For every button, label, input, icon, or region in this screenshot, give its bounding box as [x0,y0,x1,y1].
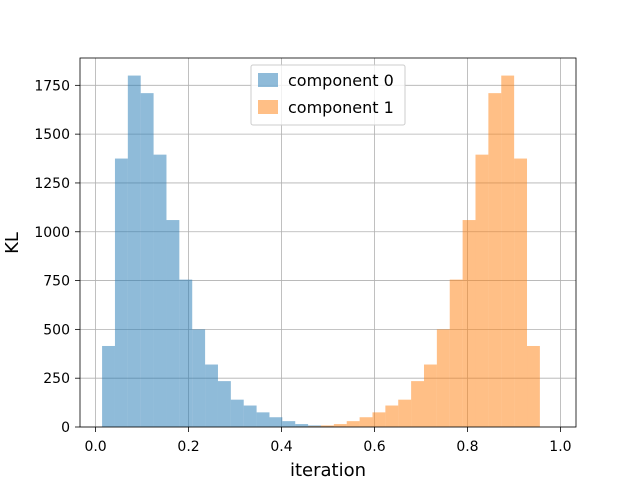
bar-component-0-bin-3 [140,93,154,428]
bar-component-0-bin-8 [205,364,218,427]
bar-component-0-bin-2 [127,75,141,428]
bar-component-1-bin-21 [372,412,386,427]
histogram-bars [102,75,540,428]
legend-swatch-component-1 [258,100,278,114]
bar-component-1-bin-24 [411,381,424,427]
bar-component-1-bin-23 [398,399,412,427]
x-tick-label-0: 0.0 [84,439,106,455]
bar-component-1-bin-17 [320,425,334,427]
bar-component-0-bin-1 [114,158,128,428]
x-tick-label-3: 0.6 [363,439,385,455]
y-tick-label-6: 1500 [34,127,70,143]
bar-component-0-bin-6 [179,279,193,427]
bar-component-1-bin-19 [346,421,360,427]
bar-component-0-bin-4 [153,154,167,427]
y-tick-label-1: 250 [43,371,70,387]
axes [79,57,577,428]
bar-component-1-bin-32 [514,158,528,428]
bar-component-1-bin-29 [475,154,489,427]
bar-component-0-bin-9 [217,381,231,427]
x-tick-label-5: 1.0 [549,439,571,455]
bar-component-0-bin-7 [192,329,206,427]
bar-component-1-bin-26 [436,329,450,427]
bar-component-1-bin-28 [462,220,476,427]
bar-component-1-bin-27 [449,279,463,427]
bar-component-1-bin-18 [333,424,347,427]
y-tick-label-4: 1000 [34,225,70,241]
x-tick-label-4: 0.8 [456,439,478,455]
bar-component-0-bin-11 [243,405,257,427]
bar-component-1-bin-33 [527,345,540,427]
bar-component-1-bin-25 [423,364,437,427]
bar-component-1-bin-22 [385,405,399,427]
tick-marks [75,84,561,432]
legend-label-component-1: component 1 [288,98,394,117]
bar-component-0-bin-10 [230,399,244,427]
bar-component-0-bin-15 [295,424,309,427]
y-tick-label-7: 1750 [34,78,70,94]
bar-component-1-bin-30 [488,93,502,428]
bar-component-0-bin-5 [166,220,180,427]
x-tick-label-2: 0.4 [270,439,292,455]
y-axis-label: KL [2,232,23,254]
bar-component-0-bin-0 [102,345,115,427]
y-tick-label-2: 500 [43,322,70,338]
y-tick-label-3: 750 [43,274,70,290]
bar-component-0-bin-13 [269,417,283,427]
legend-swatch-component-0 [258,73,278,87]
bar-component-1-bin-20 [359,417,373,427]
axes-frame [79,57,577,428]
legend: component 0 component 1 [250,64,406,126]
y-tick-label-0: 0 [61,420,70,436]
x-tick-label-1: 0.2 [177,439,199,455]
x-axis-label: iteration [290,460,366,480]
y-tick-label-5: 1250 [34,176,70,192]
tick-labels: 0.0 0.2 0.4 0.6 0.8 1.0 0 250 500 750 1000 1250 1500… [34,78,571,455]
legend-label-component-0: component 0 [288,71,394,90]
legend-frame [250,64,406,126]
bar-component-0-bin-12 [256,412,270,427]
bar-component-0-bin-14 [282,421,296,427]
bar-component-1-bin-31 [501,75,515,428]
